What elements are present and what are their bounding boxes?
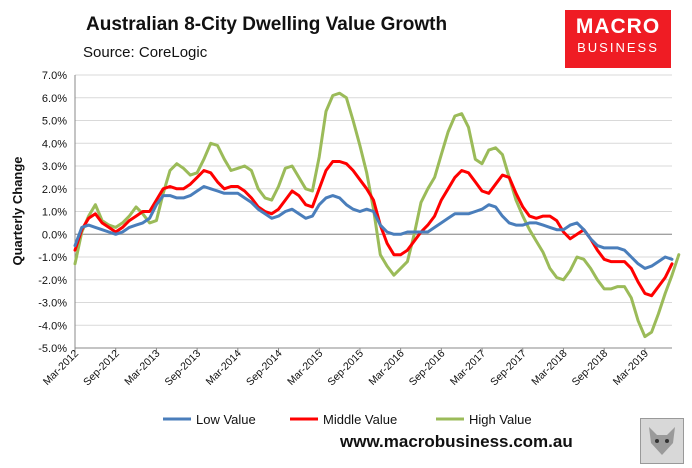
chart-title: Australian 8-City Dwelling Value Growth: [86, 14, 448, 35]
x-tick-label: Mar-2014: [204, 348, 244, 388]
x-tick-label: Sep-2018: [570, 348, 611, 389]
chart-source: Source: CoreLogic: [83, 44, 208, 61]
series-line-high-value: [73, 91, 681, 339]
y-tick-label: 2.0%: [42, 184, 67, 196]
x-tick-label: Sep-2017: [488, 348, 529, 389]
y-tick-label: -1.0%: [38, 252, 67, 264]
legend-label: High Value: [469, 412, 532, 427]
series-line-low-value: [73, 185, 674, 270]
chart-series: [73, 91, 681, 339]
x-tick-label: Sep-2013: [163, 348, 204, 389]
x-tick-label: Sep-2012: [81, 348, 122, 389]
y-tick-label: 3.0%: [42, 161, 67, 173]
x-axis: Mar-2012 Sep-2012 Mar-2013 Sep-2013 Mar-2014…: [41, 347, 672, 389]
y-tick-label: -4.0%: [38, 320, 67, 332]
y-axis: -5.0% -4.0% -3.0% -2.0% -1.0% 0.0% 1.0% 2.0% 3.0…: [38, 70, 76, 355]
y-tick-label: 0.0%: [42, 229, 67, 241]
x-tick-label: Mar-2018: [529, 348, 569, 388]
macrobusiness-logo: MACRO BUSINESS: [565, 10, 671, 68]
x-tick-label: Sep-2014: [244, 348, 285, 389]
y-tick-label: -5.0%: [38, 343, 67, 355]
logo-line2: BUSINESS: [577, 40, 659, 55]
legend-label: Low Value: [196, 412, 256, 427]
y-tick-label: -3.0%: [38, 298, 67, 310]
chart-legend: Low Value Middle Value High Value: [163, 412, 532, 427]
y-tick-label: 4.0%: [42, 138, 67, 150]
x-tick-label: Sep-2016: [407, 348, 448, 389]
wolf-icon: [649, 427, 675, 455]
x-tick-label: Mar-2015: [285, 348, 325, 388]
y-tick-label: 1.0%: [42, 207, 67, 219]
x-tick-label: Mar-2016: [366, 348, 406, 388]
y-tick-label: 5.0%: [42, 116, 67, 128]
y-tick-label: 7.0%: [42, 70, 67, 82]
wolf-logo-image: [640, 418, 684, 464]
x-tick-label: Sep-2015: [325, 348, 366, 389]
y-tick-label: 6.0%: [42, 93, 67, 105]
x-tick-label: Mar-2017: [448, 348, 488, 388]
legend-label: Middle Value: [323, 412, 397, 427]
y-axis-label: Quarterly Change: [10, 156, 25, 265]
logo-line1: MACRO: [575, 15, 661, 38]
x-tick-label: Mar-2019: [611, 348, 651, 388]
series-line-middle-value: [73, 160, 674, 298]
y-tick-label: -2.0%: [38, 275, 67, 287]
footer-url: www.macrobusiness.com.au: [340, 432, 573, 451]
x-tick-label: Mar-2013: [122, 348, 162, 388]
